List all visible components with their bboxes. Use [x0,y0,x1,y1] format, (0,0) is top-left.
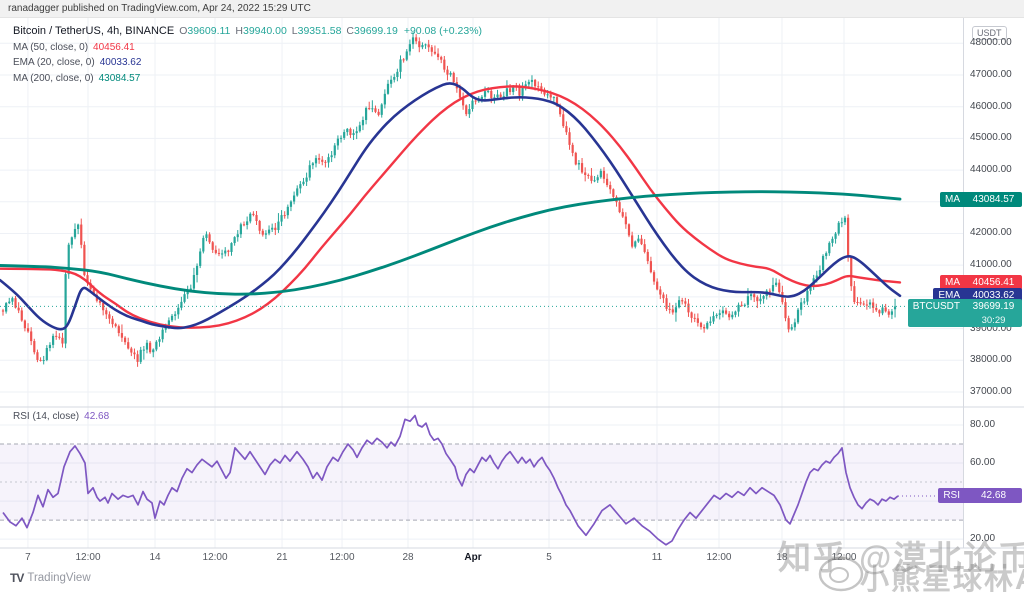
publish-info-text: ranadagger published on TradingView.com,… [8,3,311,14]
time-tick-label: 12:00 [75,552,101,563]
time-tick-label: 12:00 [706,552,732,563]
price-tick-label: 38000.00 [970,354,1012,366]
badge-ema20-value: 40033.62 [972,290,1015,302]
time-tick-label: 12:00 [329,552,355,563]
publish-info-bar: ranadagger published on TradingView.com,… [0,0,1024,18]
badge-last-price-value: 39699.19 [972,301,1015,313]
badge-rsi-value: 42.68 [980,490,1007,502]
price-change: +90.08 (+0.23%) [403,25,483,37]
chart-canvas[interactable] [0,18,1024,598]
legend-ma200[interactable]: MA (200, close, 0) 43084.57 [13,70,482,86]
price-tick-label: 41000.00 [970,259,1012,271]
tradingview-icon: TV [10,571,24,585]
ma50-value: 40456.41 [93,41,135,53]
badge-rsi-label: RSI [943,490,960,502]
time-tick-label: Apr [464,552,482,563]
time-tick-label: 14 [149,552,161,563]
badge-ema20-label: EMA [938,290,960,302]
rsi-value: 42.68 [84,411,110,422]
price-tick-label: 46000.00 [970,100,1012,112]
rsi-label: RSI (14, close) [13,411,80,422]
badge-last-price-label: BTCUSDT [912,301,960,313]
open-label: O [179,25,188,37]
overlay-ma200 [0,190,902,296]
tradingview-logo-text: TradingView [27,572,91,584]
price-tick-label: 37000.00 [970,385,1012,397]
badge-ma50-label: MA [945,276,960,288]
time-tick-label: 12:00 [202,552,228,563]
symbol-title: Bitcoin / TetherUS, 4h, BINANCE [13,25,175,37]
candlestick-series [1,32,897,367]
high-value: 39940.00 [242,25,287,37]
badge-last-price: BTCUSDT 39699.19 30:29 [907,299,1022,328]
price-tick-label: 42000.00 [970,227,1012,239]
symbol-row[interactable]: Bitcoin / TetherUS, 4h, BINANCE O39609.11… [13,23,482,39]
currency-badge: USDT [972,26,1007,40]
price-tick-label: 47000.00 [970,68,1012,80]
legend-ma50[interactable]: MA (50, close, 0) 40456.41 [13,39,482,55]
badge-ma50: MA 40456.41 [940,274,1022,290]
time-tick-label: 21 [276,552,288,563]
overlay-ma50 [0,85,902,329]
ema20-value: 40033.62 [99,57,142,68]
price-tick-label: 45000.00 [970,132,1012,144]
tradingview-logo[interactable]: TV TradingView [10,571,91,585]
badge-ma200-value: 43084.57 [972,193,1015,205]
high-label: H [235,25,243,37]
ma200-value: 43084.57 [98,72,141,84]
watermark-logo [818,556,864,592]
low-value: 39351.58 [297,25,342,37]
badge-ma50-value: 40456.41 [972,276,1015,288]
price-tick-label: 48000.00 [970,37,1012,49]
chart-legend: Bitcoin / TetherUS, 4h, BINANCE O39609.11… [13,23,482,85]
low-label: L [291,25,298,37]
rsi-tick-label: 80.00 [970,419,996,431]
overlay-ema20 [0,82,902,331]
rsi-tick-label: 60.00 [970,457,996,469]
rsi-tick-label: 20.00 [970,533,996,545]
time-tick-label: 28 [402,552,414,563]
close-label: C [346,25,355,37]
time-tick-label: 7 [25,552,31,563]
ma200-label: MA (200, close, 0) [13,72,94,84]
time-tick-label: 5 [546,552,552,563]
open-value: 39609.11 [187,25,231,37]
badge-ma200: MA 43084.57 [940,191,1022,207]
time-tick-label: 11 [651,552,663,563]
price-tick-label: 44000.00 [970,164,1012,176]
grid-lines [0,18,963,548]
ema20-label: EMA (20, close, 0) [13,57,95,68]
badge-ma200-label: MA [945,193,960,205]
rsi-line [2,414,963,546]
badge-rsi: RSI 42.68 [938,488,1022,504]
legend-ema20[interactable]: EMA (20, close, 0) 40033.62 [13,54,482,70]
ma50-label: MA (50, close, 0) [13,41,89,53]
watermark-line2: 小熊星球林A [860,564,1024,596]
time-tick-label: 18 [776,552,788,563]
legend-rsi[interactable]: RSI (14, close) 42.68 [13,406,109,424]
badge-last-price-countdown: 30:29 [981,315,1006,327]
rsi-band [0,443,963,521]
time-tick-label: 12:00 [831,552,857,563]
close-value: 39699.19 [354,25,398,37]
watermark-line1: 知乎 @漠北论币 [778,539,1024,576]
price-tick-label: 39000.00 [970,322,1012,334]
